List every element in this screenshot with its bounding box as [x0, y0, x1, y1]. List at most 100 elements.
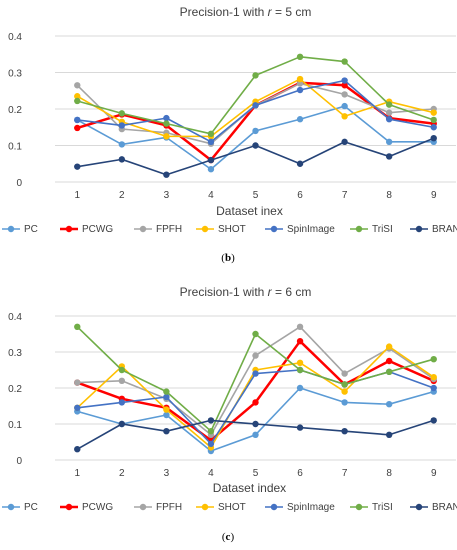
legend-label: SHOT — [218, 502, 246, 513]
legend-label: PCWG — [82, 502, 113, 513]
data-point — [163, 428, 170, 435]
data-point — [341, 77, 348, 84]
data-point — [296, 80, 304, 87]
data-point — [163, 133, 170, 140]
y-tick-label: 0.3 — [8, 69, 22, 80]
data-point — [118, 156, 126, 163]
data-point — [430, 116, 437, 124]
data-point — [296, 338, 304, 345]
caption-open: ( — [222, 531, 226, 543]
chart-2: Precision-1 with r = 6 cm 0 0.1 0.2 0.3 0.4 1 2… — [2, 285, 457, 543]
figure-caption: (c) — [222, 531, 235, 543]
data-point — [341, 102, 348, 110]
y-tick-label: 0 — [16, 456, 22, 467]
y-tick-label: 0.2 — [8, 384, 22, 395]
data-point — [430, 124, 437, 131]
data-point — [74, 97, 81, 105]
x-axis-label: Dataset index — [213, 481, 286, 495]
data-point — [207, 166, 215, 173]
data-point — [118, 399, 126, 406]
data-point — [341, 381, 348, 388]
x-tick-label: 1 — [74, 190, 80, 201]
legend-swatch-marker — [65, 503, 73, 511]
data-point — [252, 399, 259, 406]
series-trisi — [74, 323, 437, 435]
chart-title-prefix: Precision-1 with — [180, 285, 268, 299]
legend-item-trisi: TriSI — [350, 224, 393, 235]
x-tick-label: 5 — [253, 468, 259, 479]
data-point — [341, 91, 348, 98]
data-point — [252, 72, 259, 79]
x-tick-label: 3 — [164, 468, 170, 479]
data-point — [252, 431, 259, 438]
legend-item-brand: BRAND — [410, 502, 457, 513]
legend-swatch-marker — [270, 503, 278, 511]
legend-item-pc: PC — [2, 224, 38, 235]
data-point — [74, 446, 81, 453]
data-point — [207, 138, 215, 146]
x-tick-label: 8 — [386, 468, 392, 479]
x-tick-label: 9 — [431, 468, 437, 479]
legend-swatch-marker — [201, 503, 209, 511]
chart-title-prefix: Precision-1 with — [180, 5, 268, 19]
legend-item-shot: SHOT — [196, 502, 246, 513]
legend-label: TriSI — [372, 502, 393, 513]
legend-label: BRAND — [432, 502, 457, 513]
x-tick-label: 4 — [208, 190, 214, 201]
legend-label: SpinImage — [287, 502, 335, 513]
data-point — [118, 420, 126, 428]
x-tick-label: 7 — [342, 468, 348, 479]
series-brand — [74, 417, 437, 453]
data-point — [207, 428, 215, 435]
data-point — [74, 379, 81, 386]
x-tick-label: 2 — [119, 190, 125, 201]
x-tick-label: 4 — [208, 468, 214, 479]
y-tick-label: 0.1 — [8, 420, 22, 431]
data-point — [118, 122, 126, 129]
series-line — [76, 326, 434, 433]
legend-item-pcwg: PCWG — [60, 224, 113, 235]
legend-item-trisi: TriSI — [350, 502, 393, 513]
data-point — [341, 399, 348, 406]
y-tick-label: 0.4 — [8, 312, 22, 323]
legend-label: TriSI — [372, 224, 393, 235]
data-point — [385, 343, 393, 350]
data-point — [252, 352, 259, 359]
data-point — [341, 138, 348, 146]
legend-label: FPFH — [156, 224, 182, 235]
x-tick-label: 6 — [297, 468, 303, 479]
caption-letter: c — [226, 531, 231, 543]
data-point — [296, 366, 304, 374]
x-tick-label: 7 — [342, 190, 348, 201]
series-spinimage — [74, 77, 437, 146]
data-point — [252, 420, 259, 428]
legend-item-spinimage: SpinImage — [265, 224, 335, 235]
data-point — [207, 440, 215, 447]
legend-swatch-marker — [355, 503, 363, 511]
y-tick-label: 0.2 — [8, 105, 22, 116]
data-point — [385, 138, 393, 146]
x-tick-label: 1 — [74, 468, 80, 479]
data-point — [118, 141, 126, 148]
data-point — [385, 401, 393, 408]
chart-title-suffix: = 6 cm — [272, 285, 312, 299]
data-point — [430, 384, 437, 392]
series-pcwg — [74, 79, 437, 164]
legend-swatch-marker — [65, 225, 73, 233]
legend-item-pc: PC — [2, 502, 38, 513]
data-point — [430, 374, 437, 381]
data-point — [296, 424, 304, 431]
x-tick-label: 3 — [164, 190, 170, 201]
legend-swatch-marker — [415, 503, 423, 511]
data-point — [385, 357, 393, 365]
data-point — [74, 323, 81, 330]
data-point — [163, 171, 170, 178]
legend-swatch-marker — [139, 503, 147, 511]
legend-item-fpfh: FPFH — [134, 502, 182, 513]
chart-1: Precision-1 with r = 5 cm 0 0.1 0.2 0.3 0.4 1 2… — [2, 5, 457, 264]
series-brand — [74, 135, 437, 178]
legend-swatch-marker — [201, 225, 209, 233]
data-point — [430, 417, 437, 424]
data-point — [341, 113, 348, 120]
data-point — [163, 388, 170, 395]
